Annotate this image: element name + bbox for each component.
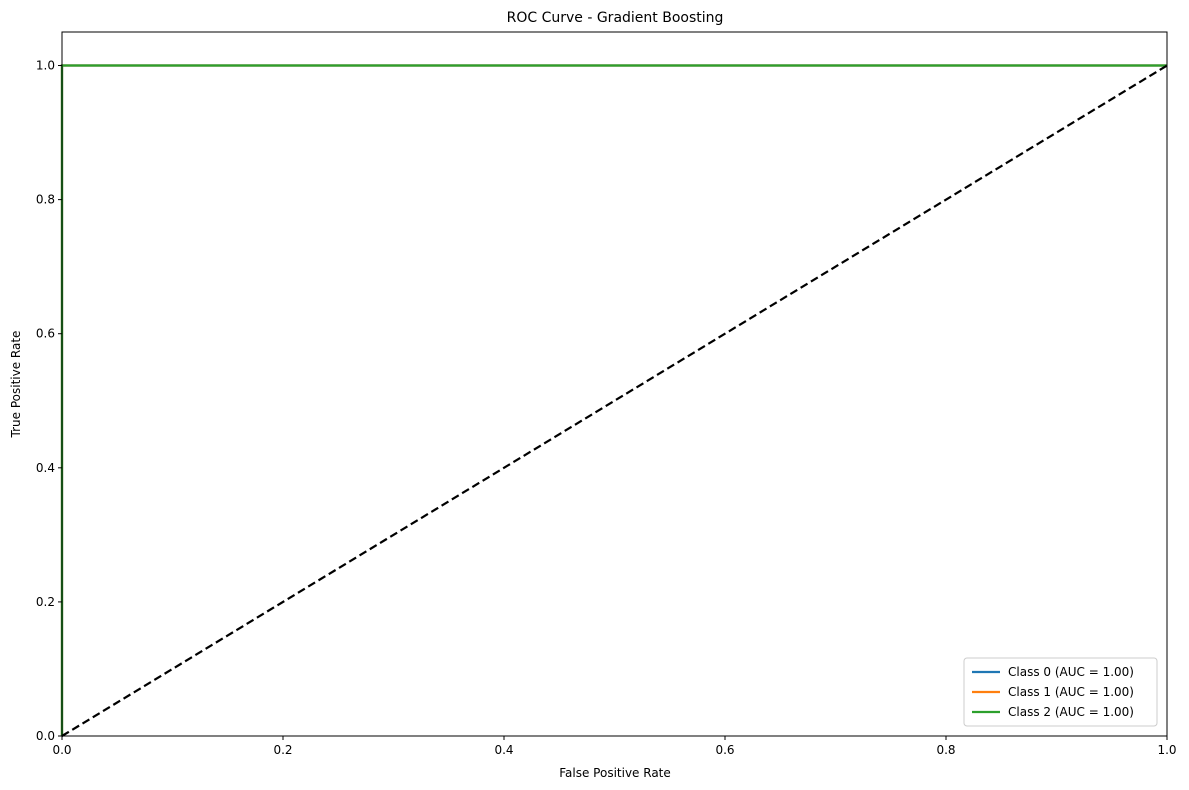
x-axis-label: False Positive Rate (559, 766, 671, 780)
legend-entry-class-2: Class 2 (AUC = 1.00) (1008, 705, 1134, 719)
axis-ticks: 0.0 0.2 0.4 0.6 0.8 1.0 0.0 0.2 0.4 0.6 0.8 1.0 (36, 59, 1177, 757)
axes-frame (61, 31, 1168, 737)
x-tick-label: 0.2 (273, 743, 292, 757)
legend-entry-class-0: Class 0 (AUC = 1.00) (1008, 665, 1134, 679)
x-tick-label: 0.4 (494, 743, 513, 757)
y-tick-label: 0.6 (36, 327, 55, 341)
legend-entry-class-1: Class 1 (AUC = 1.00) (1008, 685, 1134, 699)
legend-box (963, 657, 1158, 727)
x-tick-label: 0.0 (52, 743, 71, 757)
x-tick-label: 0.6 (715, 743, 734, 757)
y-tick-label: 0.4 (36, 461, 55, 475)
y-tick-label: 0.0 (36, 729, 55, 743)
reference-diagonal-line (61, 64, 1168, 737)
y-tick-label: 0.8 (36, 193, 55, 207)
x-tick-label: 1.0 (1157, 743, 1176, 757)
plot-area (60, 31, 1168, 737)
chart-title: ROC Curve - Gradient Boosting (507, 10, 724, 26)
legend: Class 0 (AUC = 1.00) Class 1 (AUC = 1.00)… (963, 657, 1158, 727)
y-tick-label: 0.2 (36, 595, 55, 609)
y-tick-label: 1.0 (36, 59, 55, 73)
y-axis-label: True Positive Rate (9, 331, 23, 439)
x-tick-label: 0.8 (936, 743, 955, 757)
